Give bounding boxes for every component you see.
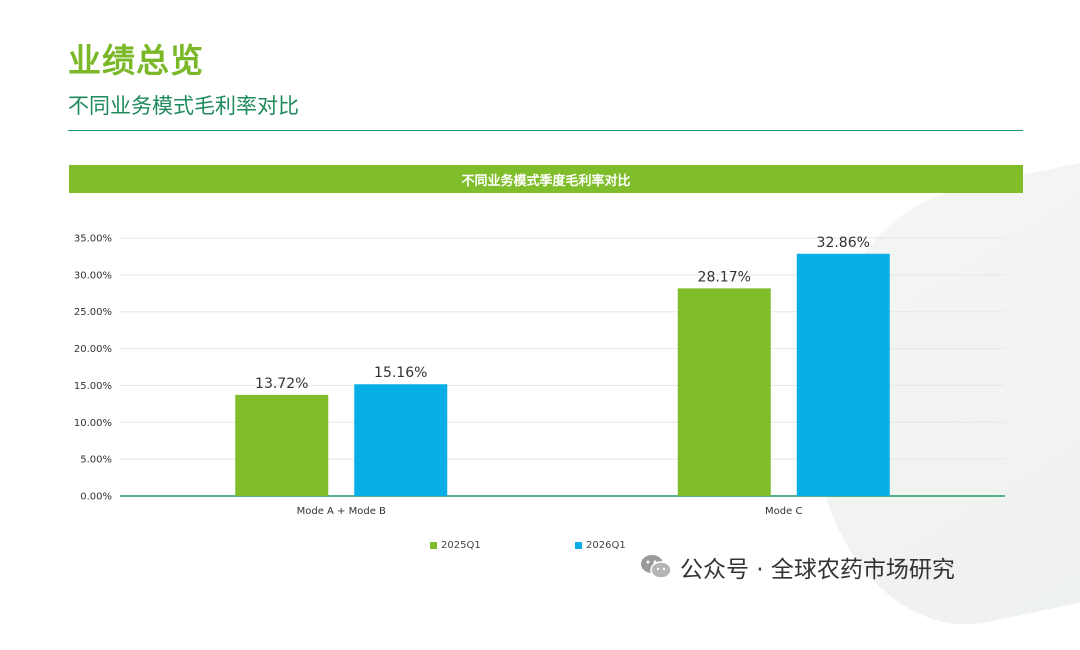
watermark: 公众号 · 全球农药市场研究 xyxy=(640,550,955,584)
data-label: 13.72% xyxy=(255,376,308,392)
y-tick-label: 20.00% xyxy=(74,344,112,355)
wechat-icon xyxy=(641,555,672,579)
chart-title-banner: 不同业务模式季度毛利率对比 xyxy=(69,165,1023,193)
y-tick-label: 15.00% xyxy=(74,381,112,392)
header-divider xyxy=(68,130,1023,131)
legend-label-2026: 2026Q1 xyxy=(586,540,626,551)
page-title: 业绩总览 xyxy=(68,41,204,80)
data-label: 32.86% xyxy=(817,235,870,251)
y-tick-label: 5.00% xyxy=(80,455,112,466)
legend-swatch-2025 xyxy=(430,542,437,549)
bar xyxy=(677,288,771,496)
x-tick-label: Mode A + Mode B xyxy=(297,506,386,517)
page-subtitle: 不同业务模式毛利率对比 xyxy=(68,94,299,118)
y-tick-label: 0.00% xyxy=(80,492,112,503)
data-label: 15.16% xyxy=(374,365,427,381)
bar xyxy=(796,253,890,496)
bar xyxy=(235,394,329,496)
legend-label-2025: 2025Q1 xyxy=(441,540,481,551)
legend-item-2025: 2025Q1 xyxy=(430,540,481,551)
bar xyxy=(354,384,448,496)
x-tick-label: Mode C xyxy=(765,506,802,517)
watermark-text: 公众号 · 全球农药市场研究 xyxy=(680,557,955,583)
bar-chart: 0.00% 5.00% 10.00% 15.00% 20.00% 25.00% 30.00%… xyxy=(74,234,1005,517)
y-tick-label: 10.00% xyxy=(74,418,112,429)
y-tick-label: 30.00% xyxy=(74,270,112,281)
legend-swatch-2026 xyxy=(575,542,582,549)
y-tick-label: 35.00% xyxy=(74,234,112,245)
chart-title: 不同业务模式季度毛利率对比 xyxy=(461,173,631,189)
data-label: 28.17% xyxy=(698,269,751,285)
y-tick-label: 25.00% xyxy=(74,307,112,318)
legend-item-2026: 2026Q1 xyxy=(575,540,626,551)
